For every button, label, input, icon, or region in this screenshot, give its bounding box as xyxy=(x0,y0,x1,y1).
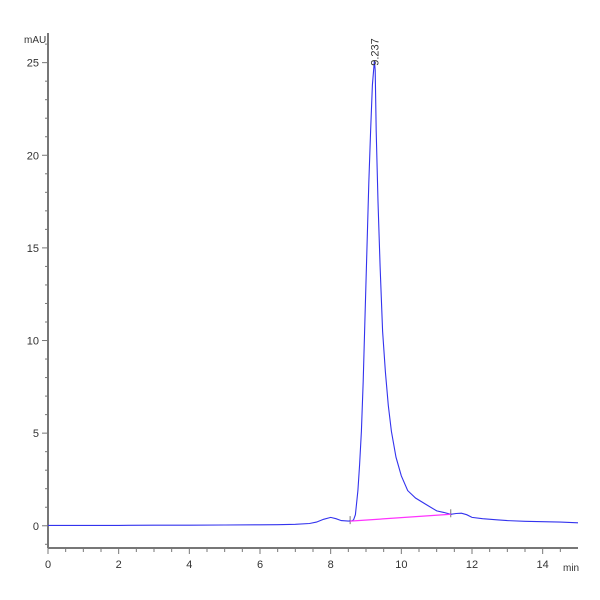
x-tick-label: 2 xyxy=(116,559,122,571)
x-tick-label: 8 xyxy=(328,559,334,571)
peak-label: 9.237 xyxy=(369,38,381,66)
y-tick-label: 25 xyxy=(27,58,39,70)
integration-baseline xyxy=(350,513,451,522)
y-tick-label: 5 xyxy=(33,428,39,440)
x-tick-label: 10 xyxy=(395,559,407,571)
y-axis-label: mAU xyxy=(24,35,46,46)
y-tick-label: 15 xyxy=(27,243,39,255)
x-tick-label: 4 xyxy=(186,559,192,571)
trace-line xyxy=(48,60,579,526)
y-tick-label: 10 xyxy=(27,336,39,348)
y-tick-label: 20 xyxy=(27,150,39,162)
axes: 0 2 4 6 8 10 12 14 0 5 10 15 20 25 xyxy=(27,33,578,571)
x-tick-label: 14 xyxy=(537,559,549,571)
x-tick-label: 12 xyxy=(466,559,478,571)
x-axis-label: min xyxy=(563,563,579,574)
y-tick-label: 0 xyxy=(33,521,39,533)
x-tick-label: 0 xyxy=(45,559,51,571)
x-tick-label: 6 xyxy=(257,559,263,571)
